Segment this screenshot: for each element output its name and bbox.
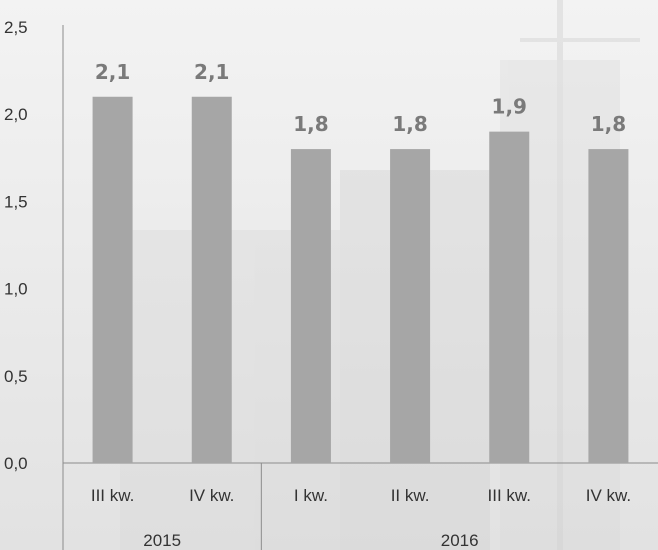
bar [390, 149, 430, 463]
y-tick-label: 0,5 [4, 367, 28, 386]
x-category-label: III kw. [488, 486, 531, 505]
bar [93, 97, 133, 463]
data-label: 1,8 [392, 112, 427, 136]
x-group-label: 2015 [143, 531, 181, 550]
bar [489, 132, 529, 463]
x-group-label: 2016 [441, 531, 479, 550]
bar [291, 149, 331, 463]
data-label: 1,8 [591, 112, 626, 136]
x-category-label: IV kw. [586, 486, 631, 505]
y-tick-label: 1,0 [4, 280, 28, 299]
x-category-label: III kw. [91, 486, 134, 505]
x-category-label: IV kw. [189, 486, 234, 505]
data-label: 2,1 [95, 60, 130, 84]
data-label: 1,9 [492, 95, 527, 119]
data-label: 2,1 [194, 60, 229, 84]
y-tick-label: 0,0 [4, 454, 28, 473]
x-category-label: I kw. [294, 486, 328, 505]
bar [192, 97, 232, 463]
data-label: 1,8 [293, 112, 328, 136]
y-tick-label: 2,0 [4, 105, 28, 124]
bar [588, 149, 628, 463]
y-tick-label: 1,5 [4, 192, 28, 211]
y-tick-label: 2,5 [4, 18, 28, 37]
x-category-label: II kw. [391, 486, 430, 505]
